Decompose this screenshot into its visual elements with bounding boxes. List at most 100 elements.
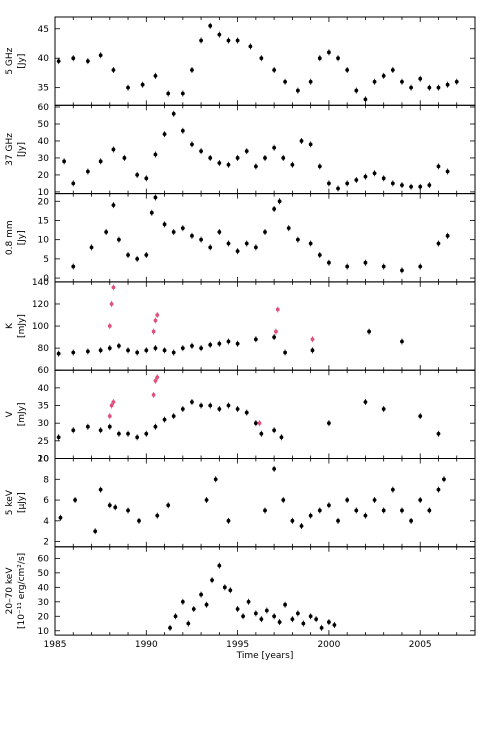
data-point-k xyxy=(400,339,404,344)
data-point-20-70kev xyxy=(301,621,306,626)
data-point-37ghz xyxy=(111,147,116,152)
data-point-08mm xyxy=(162,222,167,227)
y-axis-label-37ghz: 37 GHz xyxy=(5,133,15,166)
data-point-08mm xyxy=(286,226,291,231)
data-point-5ghz xyxy=(400,79,404,84)
data-point-5ghz xyxy=(71,56,76,61)
x-tick-label: 2000 xyxy=(317,640,340,650)
data-point-5kev xyxy=(126,508,130,513)
data-point-20-70kev xyxy=(222,585,227,590)
data-point-k xyxy=(274,329,278,334)
data-point-08mm xyxy=(317,253,322,257)
data-point-5ghz xyxy=(390,68,395,72)
y-axis-label-5kev: 5 keV xyxy=(5,489,15,515)
data-point-37ghz xyxy=(85,169,90,174)
data-point-08mm xyxy=(117,237,121,242)
data-point-20-70kev xyxy=(264,608,269,613)
x-axis-label: Time [years] xyxy=(236,651,294,661)
y-tick-label-37ghz: 30 xyxy=(38,154,50,164)
data-point-v xyxy=(144,431,149,436)
data-point-08mm xyxy=(244,241,249,246)
data-point-k xyxy=(162,348,167,353)
data-point-5ghz xyxy=(248,44,253,49)
data-point-v xyxy=(279,435,284,440)
data-point-37ghz xyxy=(226,162,231,167)
data-point-5kev xyxy=(272,466,277,471)
data-point-k xyxy=(190,344,194,348)
data-point-5kev xyxy=(98,487,103,492)
data-point-v xyxy=(253,421,258,426)
data-point-37ghz xyxy=(244,149,249,154)
data-point-37ghz xyxy=(199,149,203,154)
data-point-37ghz xyxy=(162,132,167,137)
data-point-20-70kev xyxy=(210,578,214,582)
y-axis-unit-v: [mJy] xyxy=(17,402,27,426)
data-point-08mm xyxy=(327,260,331,265)
data-point-20-70kev xyxy=(173,614,178,619)
data-point-5ghz xyxy=(295,88,300,93)
data-point-v xyxy=(111,400,116,404)
data-point-v xyxy=(162,417,167,422)
data-point-k xyxy=(98,348,103,353)
y-axis-unit-37ghz: [Jy] xyxy=(17,142,27,157)
y-tick-label-37ghz: 50 xyxy=(38,120,50,130)
data-point-5ghz xyxy=(363,97,368,102)
data-point-5kev xyxy=(93,529,98,534)
panel-frame-08mm xyxy=(54,193,476,283)
data-point-37ghz xyxy=(372,171,377,176)
data-point-37ghz xyxy=(354,178,359,182)
data-point-5kev xyxy=(345,498,350,502)
y-tick-label-20-70kev: 40 xyxy=(38,583,50,593)
data-point-37ghz xyxy=(327,181,331,186)
data-point-k xyxy=(135,350,140,355)
y-tick-label-08mm: 10 xyxy=(38,236,50,246)
y-tick-label-08mm: 0 xyxy=(43,274,49,284)
data-point-5kev xyxy=(427,508,432,513)
data-point-k xyxy=(117,344,121,348)
data-point-37ghz xyxy=(253,164,258,169)
y-axis-unit-5ghz: [Jy] xyxy=(17,54,27,69)
data-point-37ghz xyxy=(363,174,368,179)
data-point-37ghz xyxy=(62,159,67,164)
data-point-v xyxy=(199,403,203,408)
data-point-08mm xyxy=(208,245,213,250)
y-tick-label-5kev: 8 xyxy=(43,475,49,485)
data-point-20-70kev xyxy=(290,617,295,622)
data-point-k xyxy=(85,349,90,354)
y-axis-unit-20-70kev: [10⁻¹¹ erg/cm²/s] xyxy=(17,553,27,629)
data-point-08mm xyxy=(345,264,350,269)
data-point-5kev xyxy=(336,518,340,523)
data-point-v xyxy=(217,407,222,411)
data-point-5kev xyxy=(409,518,413,523)
data-point-5kev xyxy=(226,518,231,523)
data-point-37ghz xyxy=(171,111,176,116)
data-point-20-70kev xyxy=(204,602,209,607)
data-point-5ghz xyxy=(354,88,359,93)
data-point-5kev xyxy=(442,477,446,482)
data-point-37ghz xyxy=(263,156,267,160)
y-tick-label-v: 40 xyxy=(38,384,50,394)
data-point-5kev xyxy=(354,508,359,513)
data-point-5kev xyxy=(390,487,395,492)
data-point-08mm xyxy=(363,260,368,265)
data-point-37ghz xyxy=(308,142,313,147)
data-point-37ghz xyxy=(436,164,441,169)
y-tick-label-5ghz: 35 xyxy=(38,84,49,94)
data-point-08mm xyxy=(104,230,109,234)
y-tick-label-k: 120 xyxy=(32,300,49,310)
data-point-k xyxy=(217,341,222,346)
panel-frame-20-70kev xyxy=(54,546,476,636)
data-point-v xyxy=(418,414,423,419)
data-point-20-70kev xyxy=(217,563,222,568)
data-point-k xyxy=(107,346,112,351)
data-point-v xyxy=(85,424,90,429)
y-tick-label-37ghz: 10 xyxy=(38,188,50,198)
y-tick-label-5kev: 10 xyxy=(38,455,50,465)
data-point-k xyxy=(283,350,287,355)
data-point-v xyxy=(155,375,160,380)
data-point-v xyxy=(153,378,158,383)
data-point-5kev xyxy=(113,505,118,510)
y-tick-label-v: 20 xyxy=(38,455,50,465)
data-point-k xyxy=(253,337,258,342)
